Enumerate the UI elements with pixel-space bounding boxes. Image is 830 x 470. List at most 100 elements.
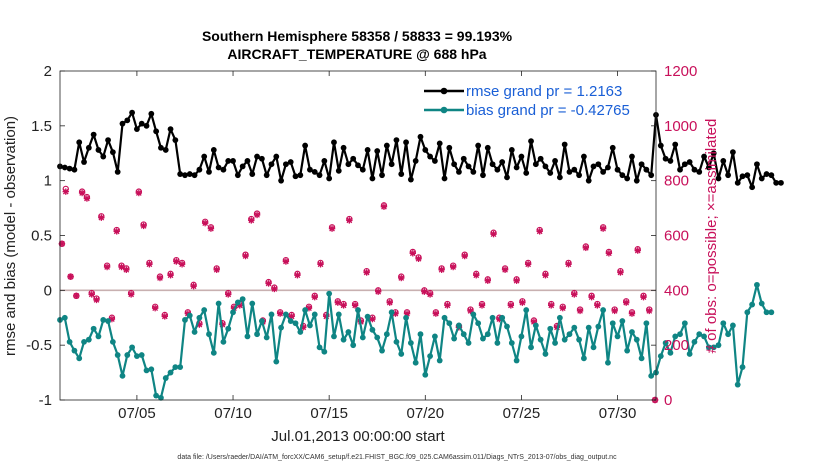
obs-assimilated-marker xyxy=(167,272,174,279)
obs-assimilated-marker xyxy=(513,277,520,284)
bias-point xyxy=(278,324,284,331)
bias-point xyxy=(581,355,587,362)
bias-point xyxy=(177,364,184,370)
bias-point xyxy=(720,320,727,327)
bias-point xyxy=(307,322,313,329)
obs-assimilated-stroke xyxy=(123,266,130,273)
bias-point xyxy=(595,323,602,330)
obs-assimilated-marker xyxy=(346,217,353,224)
bias-point xyxy=(191,329,198,335)
rmse-point xyxy=(484,144,491,151)
obs-assimilated-stroke xyxy=(640,294,647,301)
legend-box xyxy=(419,78,649,122)
rmse-point xyxy=(518,153,525,160)
bias-point xyxy=(109,338,116,345)
rmse-point xyxy=(508,147,515,153)
obs-assimilated-marker xyxy=(225,291,232,298)
bias-point xyxy=(677,331,683,338)
bias-point xyxy=(249,300,256,307)
obs-assimilated-stroke xyxy=(588,294,595,301)
bias-point xyxy=(576,336,582,343)
obs-assimilated-stroke xyxy=(375,288,382,295)
bias-point xyxy=(537,336,544,343)
rmse-point xyxy=(364,147,371,153)
bias-point xyxy=(369,326,376,333)
obs-assimilated-marker xyxy=(173,258,180,265)
rmse-point xyxy=(71,166,78,173)
obs-assimilated-marker xyxy=(582,244,590,252)
obs-assimilated-stroke xyxy=(525,261,532,268)
obs-assimilated-stroke xyxy=(271,286,278,292)
bias-point xyxy=(547,325,554,332)
rmse-point xyxy=(662,155,669,162)
obs-assimilated-marker xyxy=(207,225,215,232)
obs-assimilated-stroke xyxy=(311,294,318,301)
rmse-point xyxy=(537,155,544,162)
bias-point xyxy=(66,338,73,345)
obs-assimilated-stroke xyxy=(152,305,159,312)
rmse-point xyxy=(172,137,179,143)
rmse-point xyxy=(744,172,751,179)
rmse-point xyxy=(292,173,299,180)
rmse-point xyxy=(148,110,155,117)
obs-assimilated-marker xyxy=(571,291,578,298)
rmse-point xyxy=(754,161,760,168)
rmse-point xyxy=(167,126,174,133)
rmse-point xyxy=(705,164,712,171)
x-tick-label: 07/10 xyxy=(214,405,252,422)
bias-point xyxy=(508,340,515,346)
obs-assimilated-marker xyxy=(113,228,120,235)
y-right-tick-label: 600 xyxy=(664,228,689,245)
obs-assimilated-marker xyxy=(374,288,382,295)
rmse-point xyxy=(749,184,756,191)
obs-assimilated-stroke xyxy=(363,269,370,276)
y-right-tick-label: 200 xyxy=(664,337,689,354)
rmse-point xyxy=(600,168,607,175)
bias-point xyxy=(182,317,188,323)
obs-assimilated-stroke xyxy=(421,288,428,295)
rmse-point xyxy=(686,159,693,165)
obs-assimilated-marker xyxy=(548,302,555,309)
rmse-point xyxy=(355,162,361,169)
rmse-point xyxy=(105,137,111,143)
obs-assimilated-stroke xyxy=(381,203,387,210)
rmse-point xyxy=(268,161,275,168)
legend-rmse-label: rmse grand pr = 1.2163 xyxy=(466,83,622,100)
bias-point xyxy=(605,359,611,366)
bias-point xyxy=(292,320,299,327)
rmse-point xyxy=(552,158,558,164)
obs-assimilated-marker xyxy=(98,214,105,221)
obs-assimilated-stroke xyxy=(294,272,301,279)
x-tick-label: 07/15 xyxy=(310,405,348,422)
obs-assimilated-stroke xyxy=(582,244,589,251)
rmse-point xyxy=(470,168,477,175)
obs-assimilated-marker xyxy=(426,291,434,298)
bias-point xyxy=(158,394,164,401)
rmse-point xyxy=(287,159,294,165)
obs-assimilated-marker xyxy=(565,261,572,268)
rmse-point xyxy=(691,166,698,173)
obs-assimilated-stroke xyxy=(334,299,341,306)
bias-point xyxy=(153,392,160,399)
rmse-point xyxy=(566,168,573,175)
y-left-tick-label: -0.5 xyxy=(26,337,52,354)
obs-assimilated-marker xyxy=(611,307,618,315)
rmse-point xyxy=(475,142,482,149)
obs-assimilated-stroke xyxy=(128,291,134,298)
obs-assimilated-marker xyxy=(135,189,143,197)
rmse-point xyxy=(196,166,203,173)
obs-assimilated-stroke xyxy=(265,280,272,287)
obs-assimilated-stroke xyxy=(79,190,85,196)
obs-assimilated-marker xyxy=(265,280,272,287)
rmse-point xyxy=(460,155,467,162)
obs-assimilated-stroke xyxy=(208,225,214,232)
obs-assimilated-stroke xyxy=(167,272,174,279)
rmse-point xyxy=(715,175,722,182)
bias-point xyxy=(441,314,448,321)
x-axis-label: Jul.01,2013 00:00:00 start xyxy=(271,428,445,445)
obs-assimilated-stroke xyxy=(196,321,203,328)
rmse-point xyxy=(182,172,188,179)
rmse-point xyxy=(383,142,390,149)
bias-point xyxy=(662,340,669,346)
legend-bias-marker xyxy=(440,106,448,114)
